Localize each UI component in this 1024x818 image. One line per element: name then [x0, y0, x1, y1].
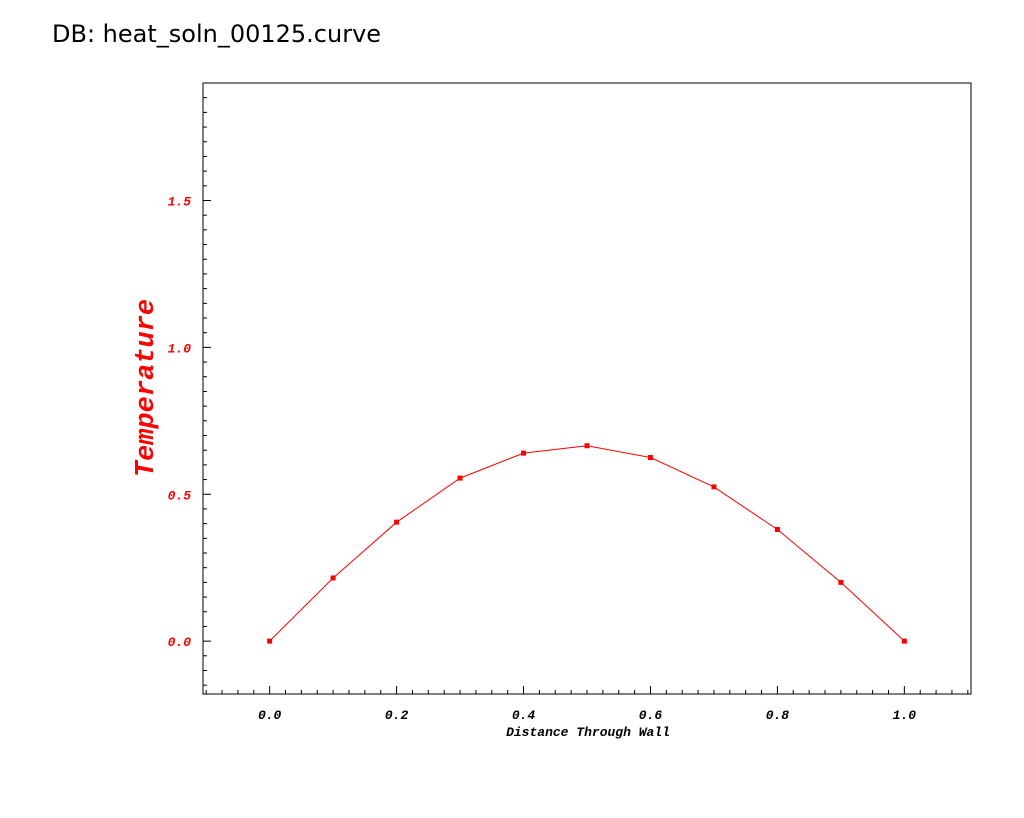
data-point — [838, 579, 844, 585]
data-point — [711, 484, 717, 490]
y-tick-label: 1.5 — [168, 195, 192, 210]
y-tick-label: 1.0 — [168, 341, 192, 356]
y-minor-ticks — [203, 82, 207, 686]
data-point — [267, 638, 273, 644]
data-point — [584, 443, 590, 449]
x-tick-label: 0.2 — [385, 708, 409, 723]
x-tick-label: 0.8 — [766, 708, 790, 723]
y-tick-label: 0.0 — [168, 635, 192, 650]
plot-frame — [202, 82, 972, 695]
data-point — [774, 527, 780, 532]
x-tick-label: 0.0 — [258, 708, 282, 723]
data-point — [647, 455, 653, 461]
x-axis-title: Distance Through Wall — [506, 725, 670, 740]
series-points — [267, 443, 907, 644]
x-tick-label: 0.6 — [639, 708, 663, 723]
series-line — [269, 445, 905, 642]
y-axis-title: Temperature — [132, 299, 162, 477]
y-tick-labels: 0.0 0.5 1.0 1.5 — [168, 195, 192, 651]
database-title: DB: heat_soln_00125.curve — [52, 20, 382, 48]
x-tick-label: 0.4 — [512, 708, 536, 723]
data-point — [521, 450, 527, 456]
y-tick-label: 0.5 — [168, 488, 192, 503]
x-major-ticks — [269, 686, 905, 694]
x-tick-labels: 0.0 0.2 0.4 0.6 0.8 1.0 — [258, 708, 916, 723]
data-point — [330, 575, 336, 581]
x-minor-ticks — [205, 690, 969, 694]
data-point — [394, 519, 400, 525]
y-major-ticks — [203, 200, 211, 642]
data-point — [457, 475, 463, 481]
data-point — [901, 638, 907, 644]
x-tick-label: 1.0 — [893, 708, 917, 723]
